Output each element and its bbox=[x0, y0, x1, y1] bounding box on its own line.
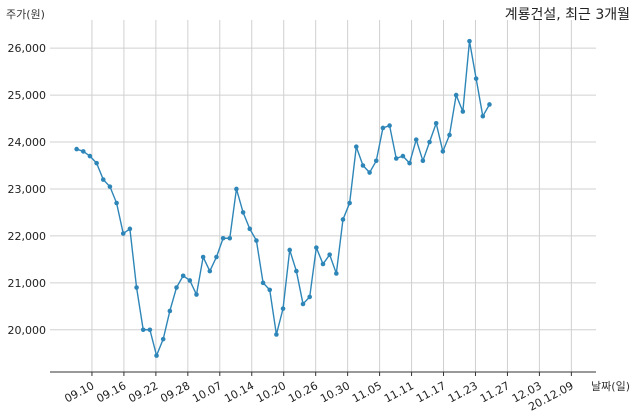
price-point bbox=[107, 184, 113, 189]
price-point bbox=[200, 254, 206, 260]
y-axis-label: 주가(원) bbox=[6, 8, 45, 21]
price-point bbox=[307, 294, 312, 300]
x-tick-label: 11.05 bbox=[350, 379, 384, 405]
price-point bbox=[267, 287, 273, 293]
price-point bbox=[420, 158, 426, 164]
price-point bbox=[187, 278, 193, 283]
y-tick-label: 22,000 bbox=[8, 230, 47, 243]
x-tick-label: 09.28 bbox=[158, 379, 192, 405]
x-tick-label: 11.17 bbox=[414, 379, 448, 405]
x-tick-label: 09.22 bbox=[126, 379, 160, 405]
grid bbox=[50, 20, 596, 372]
price-point bbox=[353, 144, 359, 150]
price-point bbox=[134, 285, 139, 290]
price-point bbox=[240, 210, 246, 215]
price-point bbox=[387, 123, 392, 128]
x-tick-label: 11.23 bbox=[446, 379, 480, 405]
price-point bbox=[80, 149, 86, 154]
price-point bbox=[167, 308, 173, 314]
price-point bbox=[487, 102, 492, 107]
price-point bbox=[100, 177, 106, 182]
price-point bbox=[214, 254, 219, 260]
price-point bbox=[174, 285, 179, 290]
price-point bbox=[280, 306, 286, 311]
x-tick-label: 09.10 bbox=[62, 379, 96, 405]
price-point bbox=[393, 156, 399, 161]
price-point bbox=[480, 113, 486, 119]
x-tick-label: 11.11 bbox=[382, 379, 416, 405]
price-point bbox=[340, 217, 346, 222]
price-point bbox=[367, 170, 372, 175]
y-tick-label: 25,000 bbox=[8, 89, 47, 102]
y-tick-label: 20,000 bbox=[8, 324, 47, 337]
price-point bbox=[433, 120, 439, 126]
price-point bbox=[287, 247, 293, 253]
price-point bbox=[373, 158, 379, 164]
series bbox=[74, 38, 492, 358]
price-point bbox=[360, 163, 366, 168]
chart-title: 계룡건설, 최근 3개월 bbox=[504, 7, 630, 23]
price-point bbox=[400, 153, 406, 159]
price-point bbox=[147, 327, 153, 333]
price-point bbox=[314, 245, 319, 250]
price-point bbox=[334, 271, 339, 276]
price-point bbox=[440, 149, 446, 154]
price-point bbox=[453, 92, 459, 98]
price-point bbox=[254, 238, 259, 243]
price-point bbox=[247, 226, 253, 232]
price-point bbox=[160, 336, 166, 342]
price-point bbox=[413, 137, 419, 142]
price-point bbox=[380, 125, 386, 131]
y-tick-label: 23,000 bbox=[8, 183, 47, 196]
price-point bbox=[447, 132, 452, 138]
x-tick-label: 11.27 bbox=[478, 379, 512, 405]
x-tick-label: 10.30 bbox=[318, 379, 352, 405]
price-point bbox=[460, 109, 466, 114]
y-tick-label: 26,000 bbox=[8, 42, 47, 55]
price-point bbox=[427, 139, 432, 145]
price-point bbox=[274, 332, 279, 337]
x-tick-label: 10.20 bbox=[254, 379, 288, 405]
price-point bbox=[94, 160, 99, 166]
tick-labels: 20,000 21,000 22,000 23,000 24,000 25,000 26,0… bbox=[8, 42, 576, 413]
price-point bbox=[320, 261, 326, 267]
price-point bbox=[114, 200, 119, 206]
x-tick-label: 09.16 bbox=[94, 379, 128, 405]
price-point bbox=[207, 268, 213, 274]
y-tick-label: 24,000 bbox=[8, 136, 47, 149]
x-axis-label: 날짜(일) bbox=[591, 380, 630, 393]
price-point bbox=[260, 280, 266, 286]
price-point bbox=[120, 231, 126, 236]
price-point bbox=[140, 327, 146, 333]
y-tick-label: 21,000 bbox=[8, 277, 47, 290]
price-point bbox=[327, 252, 332, 257]
price-point bbox=[473, 76, 479, 81]
price-point bbox=[154, 353, 159, 358]
price-point bbox=[227, 235, 233, 241]
x-tick-label: 10.26 bbox=[286, 379, 320, 405]
price-point bbox=[467, 38, 472, 44]
x-tick-label: 10.07 bbox=[190, 379, 224, 405]
price-point bbox=[180, 273, 186, 279]
axes bbox=[50, 371, 596, 376]
price-point bbox=[407, 160, 412, 166]
price-point bbox=[300, 301, 306, 307]
price-point bbox=[294, 268, 299, 274]
price-point bbox=[234, 186, 239, 192]
price-point bbox=[220, 235, 226, 241]
price-point bbox=[74, 146, 79, 152]
price-point bbox=[347, 200, 352, 206]
price-point bbox=[194, 292, 199, 297]
price-point bbox=[127, 226, 133, 232]
price-point bbox=[87, 153, 93, 159]
x-tick-label: 10.14 bbox=[222, 379, 256, 405]
